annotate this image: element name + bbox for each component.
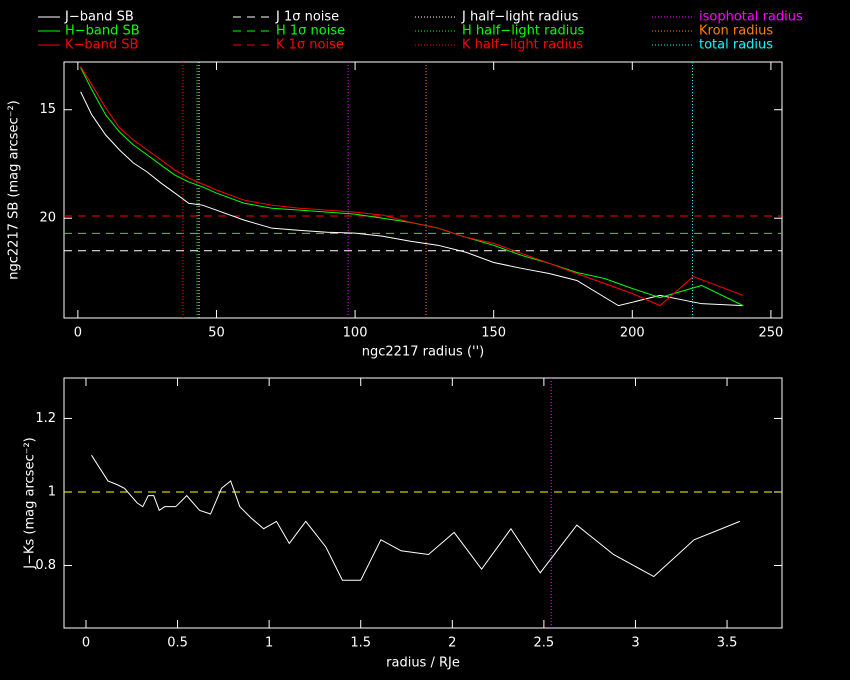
series-line xyxy=(80,66,744,307)
y-tick-label: 1 xyxy=(48,484,56,499)
plot-frame xyxy=(63,377,783,629)
x-tick-label: 3.5 xyxy=(717,636,738,651)
legend-label: Kron radius xyxy=(699,24,773,39)
y-tick-label: 0.8 xyxy=(35,558,56,573)
x-tick-label: 0.5 xyxy=(167,636,188,651)
y-axis-title: J−Ks (mag arcsec⁻²) xyxy=(23,437,38,569)
legend-label: K 1σ noise xyxy=(276,38,344,53)
legend-label: J 1σ noise xyxy=(275,10,339,25)
x-tick-label: 0 xyxy=(74,326,82,341)
x-tick-label: 2.5 xyxy=(534,636,555,651)
legend-label: H−band SB xyxy=(65,24,140,39)
x-tick-label: 250 xyxy=(758,326,783,341)
x-axis-title: ngc2217 radius ('') xyxy=(362,345,484,360)
x-tick-label: 150 xyxy=(481,326,506,341)
legend-label: isophotal radius xyxy=(699,10,803,25)
y-tick-label: 15 xyxy=(39,102,56,117)
series-line xyxy=(91,454,741,581)
legend-label: J−band SB xyxy=(64,10,134,25)
y-tick-label: 1.2 xyxy=(35,411,56,426)
legend-label: total radius xyxy=(699,38,773,53)
legend-label: H half−light radius xyxy=(462,24,585,39)
y-tick-label: 20 xyxy=(39,211,56,226)
series-line xyxy=(80,91,744,307)
x-tick-label: 1 xyxy=(265,636,273,651)
x-tick-label: 0 xyxy=(82,636,90,651)
x-tick-label: 200 xyxy=(620,326,645,341)
x-tick-label: 2 xyxy=(448,636,456,651)
x-tick-label: 1.5 xyxy=(350,636,371,651)
legend-label: K−band SB xyxy=(65,38,138,53)
legend-label: K half−light radius xyxy=(462,38,583,53)
x-axis-title: radius / RJe xyxy=(386,656,460,671)
legend-label: H 1σ noise xyxy=(276,24,345,39)
series-line xyxy=(80,67,744,307)
y-axis-title: ngc2217 SB (mag arcsec⁻²) xyxy=(7,100,22,279)
x-tick-label: 50 xyxy=(208,326,225,341)
x-tick-label: 100 xyxy=(343,326,368,341)
plot-frame xyxy=(63,61,783,319)
legend-label: J half−light radius xyxy=(461,10,579,25)
x-tick-label: 3 xyxy=(631,636,639,651)
